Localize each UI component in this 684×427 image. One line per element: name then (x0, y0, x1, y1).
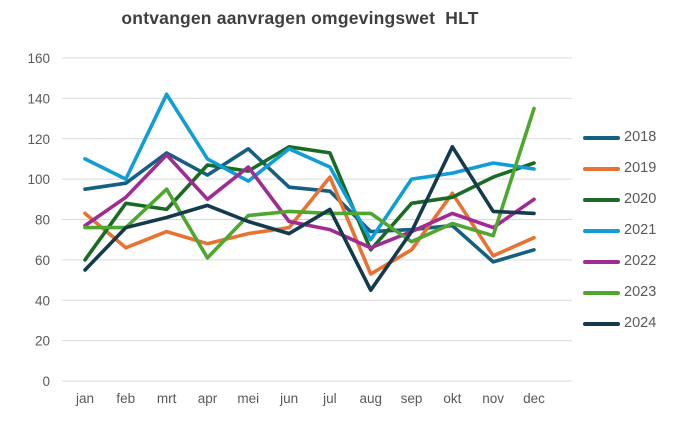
y-axis-tick-label: 140 (27, 91, 50, 106)
legend-item-2024: 2024 (583, 313, 656, 334)
legend-label: 2022 (624, 253, 657, 270)
y-axis-tick-label: 40 (35, 293, 50, 308)
x-axis-tick-label: mei (237, 391, 259, 406)
legend-label: 2023 (624, 284, 657, 301)
y-axis-tick-label: 20 (35, 334, 50, 349)
series-line-2018 (83, 147, 536, 264)
chart-title: ontvangen aanvragen omgevingswet HLT (121, 8, 479, 28)
y-axis-tick-label: 80 (35, 213, 50, 228)
x-axis-tick-label: dec (523, 391, 545, 406)
chart-legend: 2018 2019 2020 2021 2022 2023 2024 (583, 127, 656, 334)
legend-label: 2020 (624, 191, 657, 208)
series-line-2019 (83, 175, 536, 276)
x-axis-tick-label: jun (279, 391, 298, 406)
y-axis-tick-label: 120 (27, 132, 50, 147)
legend-swatch-2019 (583, 166, 620, 171)
y-axis-tick-label: 100 (27, 172, 50, 187)
legend-swatch-2018 (583, 135, 620, 140)
legend-item-2022: 2022 (583, 251, 656, 272)
series-line-2023 (83, 106, 536, 260)
legend-swatch-2021 (583, 228, 620, 233)
legend-label: 2024 (624, 315, 657, 332)
series-line-2022 (83, 153, 536, 250)
legend-swatch-2022 (583, 259, 620, 264)
series-line-2024 (83, 145, 536, 293)
y-axis-tick-label: 60 (35, 253, 50, 268)
legend-swatch-2023 (583, 290, 620, 295)
legend-swatch-2020 (583, 197, 620, 202)
legend-item-2023: 2023 (583, 282, 656, 303)
x-axis-tick-label: jul (322, 391, 337, 406)
legend-item-2021: 2021 (583, 220, 656, 241)
legend-label: 2019 (624, 160, 657, 177)
x-axis-tick-label: apr (198, 391, 218, 406)
x-axis-tick-label: feb (116, 391, 135, 406)
y-axis-tick-label: 0 (42, 374, 50, 389)
x-axis-tick-label: aug (359, 391, 382, 406)
series-line-2020 (83, 145, 536, 262)
x-axis-tick-label: sep (401, 391, 423, 406)
legend-swatch-2024 (583, 321, 620, 326)
x-axis-tick-label: jan (75, 391, 94, 406)
series-line-2021 (83, 92, 536, 242)
legend-item-2020: 2020 (583, 189, 656, 210)
x-axis-tick-label: mrt (157, 391, 177, 406)
x-axis-tick-label: nov (482, 391, 504, 406)
x-axis-tick-label: okt (443, 391, 461, 406)
y-axis-tick-label: 160 (27, 51, 50, 66)
legend-label: 2021 (624, 222, 657, 239)
legend-item-2018: 2018 (583, 127, 656, 148)
legend-label: 2018 (624, 129, 657, 146)
legend-item-2019: 2019 (583, 158, 656, 179)
